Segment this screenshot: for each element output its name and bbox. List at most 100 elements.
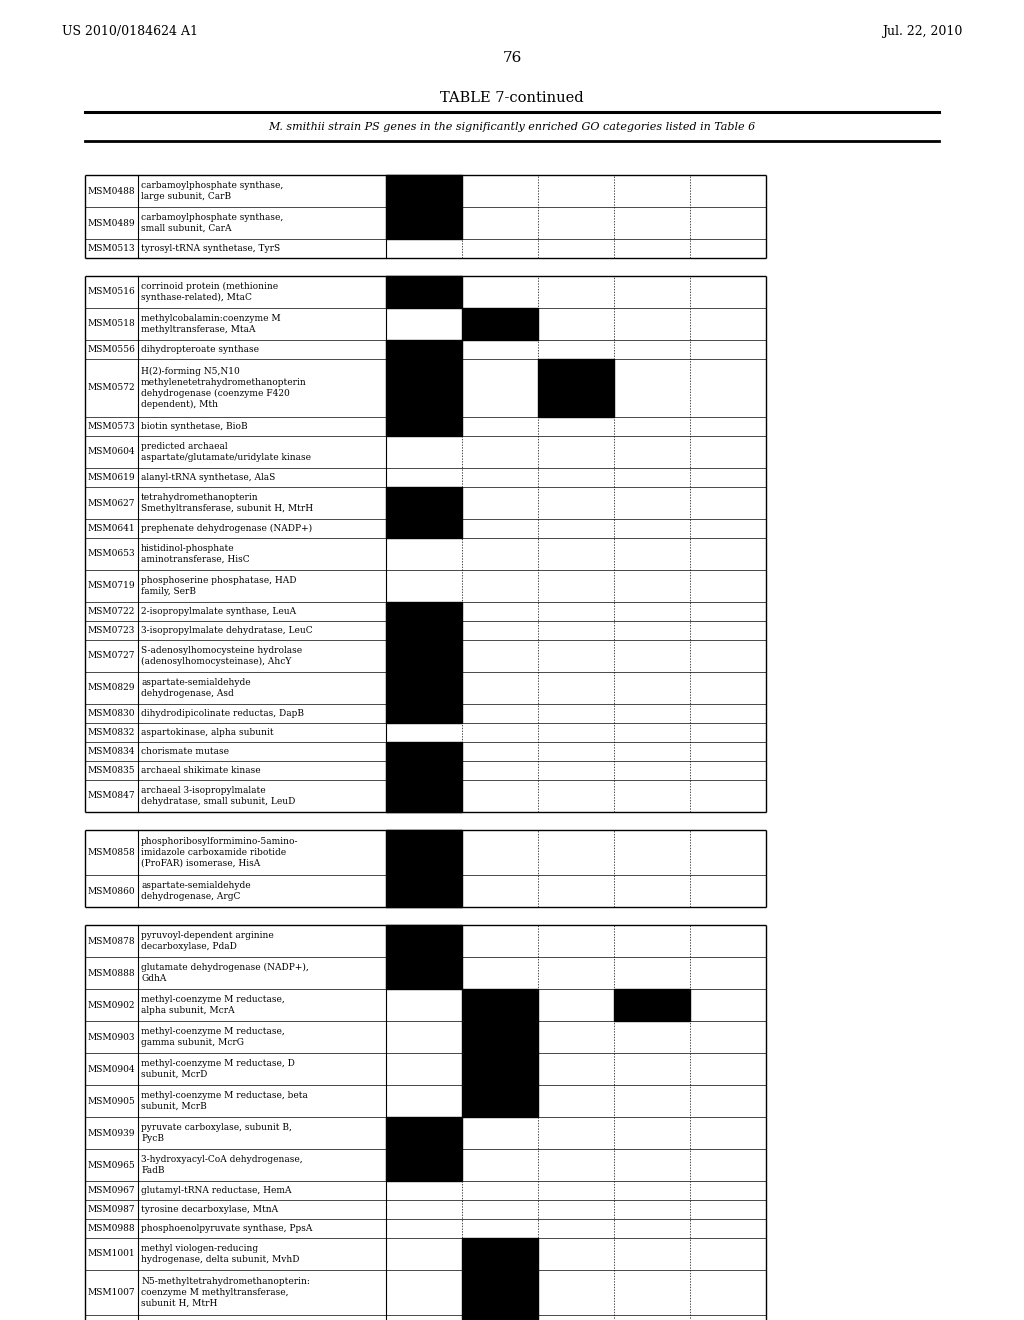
Text: TABLE 7-continued: TABLE 7-continued (440, 91, 584, 106)
Text: MSM1001: MSM1001 (88, 1250, 135, 1258)
Text: MSM0513: MSM0513 (88, 244, 135, 253)
Text: MSM0847: MSM0847 (88, 792, 135, 800)
Text: corrinoid protein (methionine
synthase-related), MtaC: corrinoid protein (methionine synthase-r… (141, 282, 279, 302)
Text: MSM0518: MSM0518 (88, 319, 136, 329)
Bar (386, 519, 462, 539)
Bar (462, 1085, 538, 1117)
Bar (462, 1053, 538, 1085)
Bar (462, 308, 538, 341)
Text: MSM0967: MSM0967 (88, 1185, 135, 1195)
Text: methyl viologen-reducing
hydrogenase, delta subunit, MvhD: methyl viologen-reducing hydrogenase, de… (141, 1245, 299, 1263)
Text: dihydropteroate synthase: dihydropteroate synthase (141, 345, 259, 354)
Text: M. smithii strain PS genes in the significantly enriched GO categories listed in: M. smithii strain PS genes in the signif… (268, 121, 756, 132)
Text: MSM0604: MSM0604 (88, 447, 135, 457)
Bar (386, 417, 462, 436)
Text: MSM0905: MSM0905 (88, 1097, 136, 1106)
Bar (386, 830, 462, 875)
Bar (386, 207, 462, 239)
Text: methyl-coenzyme M reductase,
alpha subunit, McrA: methyl-coenzyme M reductase, alpha subun… (141, 995, 285, 1015)
Bar (386, 704, 462, 723)
Bar (386, 925, 462, 957)
Bar (462, 1238, 538, 1270)
Text: methyl-coenzyme M reductase, beta
subunit, McrB: methyl-coenzyme M reductase, beta subuni… (141, 1092, 308, 1111)
Bar (386, 1117, 462, 1148)
Text: methylcobalamin:coenzyme M
methyltransferase, MtaA: methylcobalamin:coenzyme M methyltransfe… (141, 314, 281, 334)
Text: MSM0878: MSM0878 (88, 936, 135, 945)
Bar (462, 1315, 538, 1320)
Text: H(2)-forming N5,N10
methylenetetrahydromethanopterin
dehydrogenase (coenzyme F42: H(2)-forming N5,N10 methylenetetrahydrom… (141, 367, 307, 409)
Text: Jul. 22, 2010: Jul. 22, 2010 (882, 25, 962, 38)
Text: MSM0835: MSM0835 (88, 766, 135, 775)
Bar (386, 780, 462, 812)
Bar (614, 989, 690, 1020)
Text: MSM0572: MSM0572 (88, 384, 135, 392)
Bar (386, 176, 462, 207)
Bar (462, 989, 538, 1020)
Text: carbamoylphosphate synthase,
small subunit, CarA: carbamoylphosphate synthase, small subun… (141, 213, 284, 232)
Text: predicted archaeal
aspartate/glutamate/uridylate kinase: predicted archaeal aspartate/glutamate/u… (141, 442, 311, 462)
Text: 76: 76 (503, 51, 521, 65)
Text: alanyl-tRNA synthetase, AlaS: alanyl-tRNA synthetase, AlaS (141, 473, 275, 482)
Text: MSM0722: MSM0722 (88, 607, 135, 616)
Bar (386, 640, 462, 672)
Text: MSM1007: MSM1007 (88, 1288, 135, 1298)
Text: phosphoenolpyruvate synthase, PpsA: phosphoenolpyruvate synthase, PpsA (141, 1224, 312, 1233)
Bar (386, 762, 462, 780)
Bar (462, 1020, 538, 1053)
Text: MSM0556: MSM0556 (88, 345, 136, 354)
Text: MSM0516: MSM0516 (88, 288, 136, 297)
Text: MSM0939: MSM0939 (88, 1129, 135, 1138)
Text: chorismate mutase: chorismate mutase (141, 747, 229, 756)
Text: US 2010/0184624 A1: US 2010/0184624 A1 (62, 25, 198, 38)
Text: methyl-coenzyme M reductase,
gamma subunit, McrG: methyl-coenzyme M reductase, gamma subun… (141, 1027, 285, 1047)
Bar (462, 1270, 538, 1315)
Bar (386, 875, 462, 907)
Text: tyrosyl-tRNA synthetase, TyrS: tyrosyl-tRNA synthetase, TyrS (141, 244, 281, 253)
Text: MSM0488: MSM0488 (88, 186, 135, 195)
Text: prephenate dehydrogenase (NADP+): prephenate dehydrogenase (NADP+) (141, 524, 312, 533)
Text: MSM0903: MSM0903 (88, 1032, 135, 1041)
Text: archaeal 3-isopropylmalate
dehydratase, small subunit, LeuD: archaeal 3-isopropylmalate dehydratase, … (141, 787, 295, 807)
Text: aspartate-semialdehyde
dehydrogenase, Asd: aspartate-semialdehyde dehydrogenase, As… (141, 678, 251, 698)
Text: MSM0860: MSM0860 (88, 887, 135, 895)
Text: MSM0830: MSM0830 (88, 709, 135, 718)
Text: glutamate dehydrogenase (NADP+),
GdhA: glutamate dehydrogenase (NADP+), GdhA (141, 964, 309, 983)
Text: MSM0573: MSM0573 (88, 422, 135, 432)
Text: MSM0727: MSM0727 (88, 652, 135, 660)
Text: MSM0834: MSM0834 (88, 747, 135, 756)
Bar (386, 602, 462, 620)
Text: biotin synthetase, BioB: biotin synthetase, BioB (141, 422, 248, 432)
Text: tetrahydromethanopterin
Smethyltransferase, subunit H, MtrH: tetrahydromethanopterin Smethyltransfera… (141, 494, 313, 513)
Text: aspartate-semialdehyde
dehydrogenase, ArgC: aspartate-semialdehyde dehydrogenase, Ar… (141, 882, 251, 900)
Text: carbamoylphosphate synthase,
large subunit, CarB: carbamoylphosphate synthase, large subun… (141, 181, 284, 201)
Text: MSM0723: MSM0723 (88, 626, 135, 635)
Text: methyl-coenzyme M reductase, D
subunit, McrD: methyl-coenzyme M reductase, D subunit, … (141, 1059, 295, 1078)
Text: MSM0832: MSM0832 (88, 729, 135, 737)
Text: MSM0904: MSM0904 (88, 1064, 135, 1073)
Bar (538, 359, 614, 417)
Text: MSM0902: MSM0902 (88, 1001, 135, 1010)
Text: MSM0653: MSM0653 (88, 549, 135, 558)
Text: 2-isopropylmalate synthase, LeuA: 2-isopropylmalate synthase, LeuA (141, 607, 296, 616)
Text: MSM0858: MSM0858 (88, 847, 136, 857)
Text: MSM0987: MSM0987 (88, 1205, 135, 1214)
Text: MSM0627: MSM0627 (88, 499, 135, 507)
Bar (386, 620, 462, 640)
Text: MSM0988: MSM0988 (88, 1224, 135, 1233)
Text: phosphoserine phosphatase, HAD
family, SerB: phosphoserine phosphatase, HAD family, S… (141, 576, 297, 595)
Bar (386, 359, 462, 417)
Text: MSM0888: MSM0888 (88, 969, 135, 978)
Text: 3-isopropylmalate dehydratase, LeuC: 3-isopropylmalate dehydratase, LeuC (141, 626, 312, 635)
Text: dihydrodipicolinate reductas, DapB: dihydrodipicolinate reductas, DapB (141, 709, 304, 718)
Text: tyrosine decarboxylase, MtnA: tyrosine decarboxylase, MtnA (141, 1205, 279, 1214)
Text: histidinol-phosphate
aminotransferase, HisC: histidinol-phosphate aminotransferase, H… (141, 544, 250, 564)
Bar (386, 276, 462, 308)
Bar (386, 672, 462, 704)
Text: MSM0719: MSM0719 (88, 582, 135, 590)
Bar (386, 341, 462, 359)
Text: MSM0965: MSM0965 (88, 1160, 136, 1170)
Bar (386, 957, 462, 989)
Text: pyruvate carboxylase, subunit B,
PycB: pyruvate carboxylase, subunit B, PycB (141, 1123, 292, 1143)
Bar (386, 487, 462, 519)
Text: MSM0641: MSM0641 (88, 524, 135, 533)
